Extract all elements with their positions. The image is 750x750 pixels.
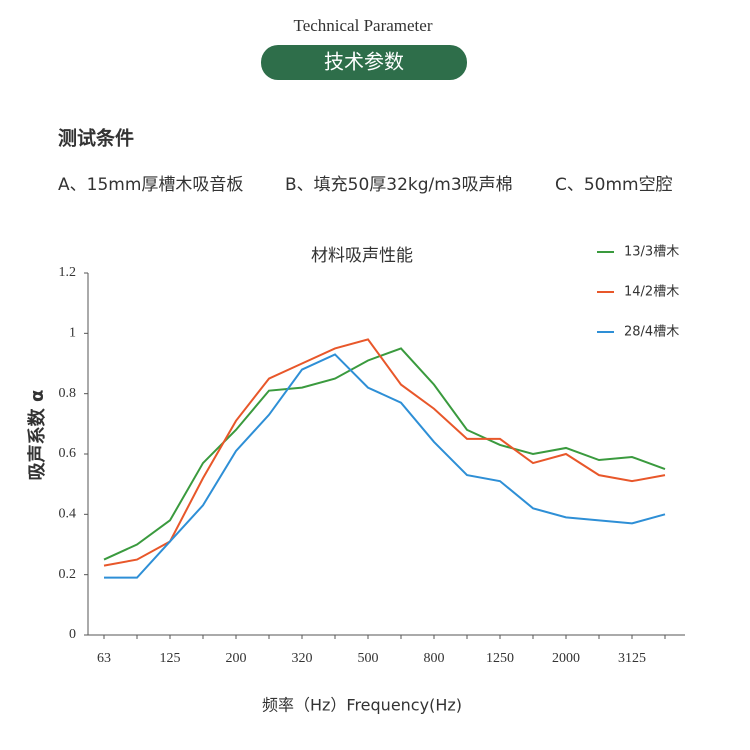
y-tick-label: 1: [69, 326, 76, 341]
y-tick-label: 0.8: [59, 386, 77, 401]
x-tick-label: 200: [226, 651, 247, 666]
x-tick-label: 1250: [486, 651, 514, 666]
badge: [261, 45, 467, 80]
y-tick-label: 0: [69, 627, 76, 642]
x-tick-label: 2000: [552, 651, 580, 666]
condition: B、填充50厚32kg/m3吸声棉: [285, 175, 513, 195]
y-axis-label: 吸声系数 α: [26, 390, 48, 481]
x-tick-label: 63: [97, 651, 111, 666]
badge-text: 技术参数: [324, 50, 404, 74]
x-tick-label: 320: [292, 651, 313, 666]
condition: A、15mm厚槽木吸音板: [58, 175, 243, 195]
y-tick-label: 0.6: [59, 446, 77, 461]
series-line: [104, 353, 666, 579]
series-line: [103, 347, 666, 561]
condition: C、50mm空腔: [555, 175, 673, 195]
y-tick-label: 0.2: [59, 567, 77, 582]
x-tick-label: 3125: [618, 651, 646, 666]
chart-title: 材料吸声性能: [311, 246, 413, 266]
x-tick-label: 800: [424, 651, 445, 666]
y-tick-label: 1.2: [59, 265, 77, 280]
x-axis-label: 频率（Hz）Frequency(Hz): [262, 696, 462, 715]
legend-label: 28/4槽木: [624, 325, 679, 340]
header-title: Technical Parameter: [294, 16, 433, 35]
legend-label: 13/3槽木: [624, 245, 679, 260]
x-tick-label: 500: [358, 651, 379, 666]
conditions-heading: 测试条件: [58, 127, 134, 150]
x-tick-label: 125: [160, 651, 181, 666]
legend-label: 14/2槽木: [624, 285, 679, 300]
y-tick-label: 0.4: [59, 507, 77, 522]
series-line: [103, 338, 666, 567]
